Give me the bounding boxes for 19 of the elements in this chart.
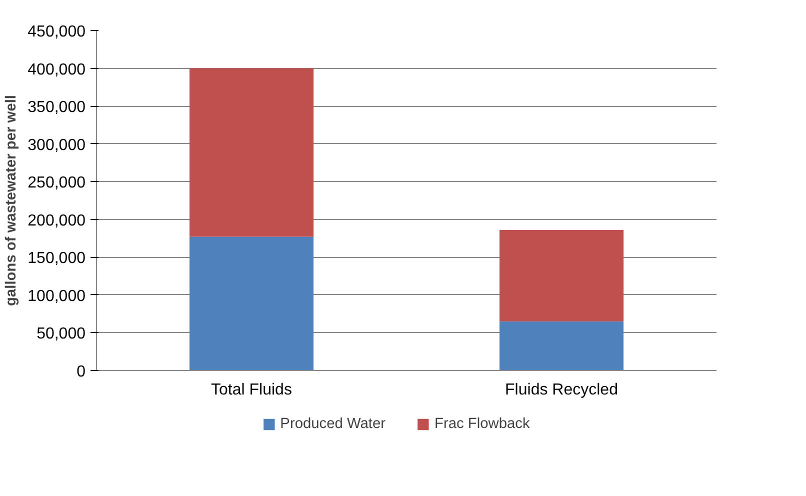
y-tick-label: 250,000: [28, 174, 86, 192]
bar: [500, 321, 624, 370]
y-tick-label: 150,000: [28, 250, 86, 268]
bar: [500, 230, 624, 322]
y-tick-label: 300,000: [28, 136, 86, 154]
y-axis-title: gallons of wastewater per well: [4, 95, 20, 306]
x-tick-label: Total Fluids: [211, 382, 292, 398]
bar: [190, 68, 314, 237]
y-tick-label: 50,000: [36, 326, 86, 343]
legend-label: Produced Water: [280, 416, 386, 432]
y-tick-label: 450,000: [28, 24, 86, 40]
x-tick-label: Fluids Recycled: [505, 382, 618, 398]
y-tick-label: 0: [76, 364, 86, 380]
legend-label: Frac Flowback: [434, 416, 530, 432]
bar: [190, 236, 314, 370]
y-tick-label: 100,000: [28, 288, 86, 305]
y-tick-label: 200,000: [28, 212, 86, 230]
y-tick-label: 350,000: [28, 99, 86, 116]
y-tick-label: 400,000: [28, 61, 86, 78]
